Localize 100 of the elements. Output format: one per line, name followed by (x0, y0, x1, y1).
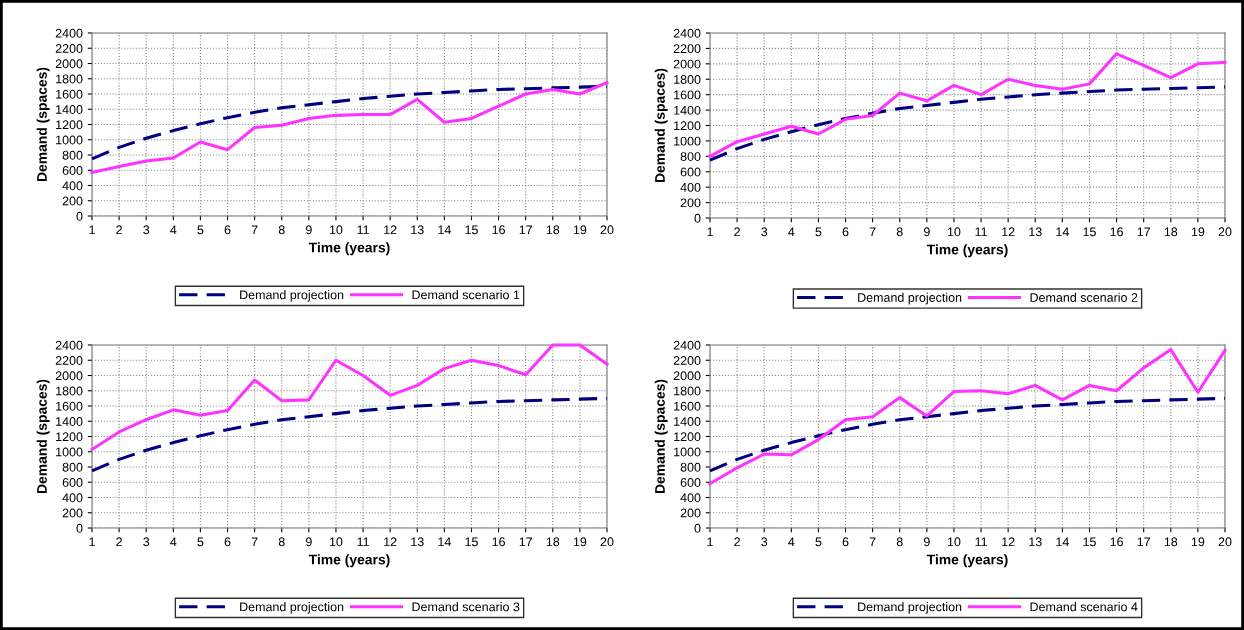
y-tick-label: 600 (680, 167, 701, 177)
line-series (708, 396, 1227, 473)
x-tick-label: 1 (89, 225, 95, 235)
x-tick-label: 14 (438, 537, 451, 547)
y-tick-label: 2000 (55, 371, 83, 381)
x-tick-label: 15 (1083, 227, 1096, 237)
y-tick-label: 800 (680, 462, 701, 472)
x-tick-label: 3 (143, 225, 150, 235)
x-tick-label: 18 (1164, 537, 1178, 547)
x-tick-label: 13 (1029, 537, 1042, 547)
x-tick-label: 4 (788, 227, 795, 237)
x-tick-label: 1 (707, 537, 713, 547)
x-tick-label: 15 (465, 225, 478, 235)
x-tick-label: 16 (1110, 227, 1123, 237)
y-tick-label: 1400 (56, 105, 83, 114)
y-tick-label: 1600 (56, 89, 83, 99)
y-tick-label: 2400 (55, 28, 83, 38)
x-tick-label: 14 (1056, 227, 1069, 237)
y-tick-label: 800 (62, 462, 83, 472)
y-axis-title: Demand (spaces) (36, 67, 50, 182)
x-tick-label: 12 (384, 537, 397, 547)
x-tick-label: 20 (1218, 227, 1232, 237)
x-tick-label: 16 (492, 537, 505, 547)
x-tick-label: 17 (1137, 227, 1151, 237)
y-tick-label: 400 (62, 493, 83, 503)
x-tick-label: 11 (975, 537, 987, 547)
legend-label: Demand projection (858, 292, 962, 305)
x-tick-label: 12 (1002, 537, 1015, 547)
x-tick-label: 8 (278, 225, 285, 235)
y-axis-title: Demand (spaces) (654, 68, 668, 183)
y-tick-label: 1400 (674, 417, 701, 426)
y-tick-label: 1400 (56, 417, 83, 426)
y-tick-label: 1000 (674, 136, 701, 146)
x-tick-label: 8 (896, 537, 903, 547)
x-tick-label: 8 (896, 227, 903, 237)
x-tick-label: 8 (278, 537, 285, 547)
y-tick-label: 2200 (55, 44, 83, 53)
y-tick-label: 1800 (674, 75, 701, 84)
x-axis-title: Time (years) (308, 242, 390, 256)
legend-label: Demand projection (240, 602, 344, 614)
x-tick-label: 14 (1056, 537, 1069, 547)
y-tick-label: 2000 (55, 59, 83, 69)
y-tick-label: 200 (680, 198, 701, 208)
x-tick-label: 10 (329, 537, 343, 547)
x-tick-label: 6 (224, 537, 231, 547)
x-tick-label: 2 (116, 225, 122, 235)
y-tick-label: 1000 (56, 135, 83, 145)
x-tick-label: 6 (224, 225, 231, 235)
line-series (90, 84, 609, 161)
x-tick-label: 19 (1191, 227, 1205, 237)
y-tick-label: 2400 (55, 340, 83, 350)
y-tick-label: 1200 (56, 120, 83, 130)
x-tick-label: 4 (788, 537, 795, 547)
y-tick-label: 200 (680, 508, 701, 518)
x-tick-label: 7 (251, 225, 258, 235)
x-tick-label: 17 (1137, 537, 1151, 547)
x-tick-label: 10 (329, 225, 343, 235)
legend-label: Demand scenario 3 (412, 602, 520, 612)
x-tick-label: 5 (197, 225, 204, 235)
y-tick-label: 1200 (56, 432, 83, 442)
x-tick-label: 1 (89, 537, 95, 547)
x-tick-label: 6 (842, 537, 849, 547)
x-tick-label: 5 (815, 537, 822, 547)
y-tick-label: 1800 (56, 74, 83, 84)
y-tick-label: 800 (680, 152, 701, 161)
x-tick-label: 2 (734, 537, 740, 547)
y-tick-label: 0 (76, 211, 83, 221)
x-tick-label: 11 (975, 227, 987, 237)
x-tick-label: 15 (1083, 537, 1096, 547)
x-tick-label: 20 (1218, 537, 1232, 547)
legend-label: Demand scenario 1 (412, 290, 520, 300)
y-tick-label: 0 (694, 523, 701, 533)
y-tick-label: 0 (76, 523, 83, 533)
x-tick-label: 10 (947, 227, 961, 237)
y-tick-label: 800 (62, 150, 83, 160)
x-tick-label: 4 (170, 225, 177, 235)
line-series (708, 52, 1227, 158)
y-tick-label: 1000 (56, 447, 83, 457)
x-tick-label: 9 (923, 227, 930, 237)
x-tick-label: 15 (465, 537, 478, 547)
line-series (90, 396, 609, 473)
legend-label: Demand projection (240, 290, 344, 302)
y-tick-label: 600 (62, 166, 83, 175)
x-axis-title: Time (years) (308, 554, 390, 568)
x-tick-label: 20 (600, 225, 614, 235)
y-tick-label: 400 (62, 181, 83, 191)
x-tick-label: 19 (573, 225, 587, 235)
x-tick-label: 17 (519, 225, 533, 235)
y-tick-label: 1600 (674, 90, 701, 100)
x-tick-label: 11 (357, 537, 369, 547)
y-tick-label: 2400 (673, 340, 701, 350)
x-axis-title: Time (years) (926, 244, 1008, 258)
y-tick-label: 2200 (673, 44, 701, 54)
y-tick-label: 200 (62, 196, 83, 206)
x-tick-label: 3 (761, 227, 768, 237)
y-tick-label: 2200 (55, 356, 83, 365)
x-tick-label: 12 (1002, 227, 1015, 237)
x-tick-label: 18 (546, 537, 560, 547)
x-tick-label: 6 (842, 227, 849, 237)
y-tick-label: 600 (62, 478, 83, 487)
